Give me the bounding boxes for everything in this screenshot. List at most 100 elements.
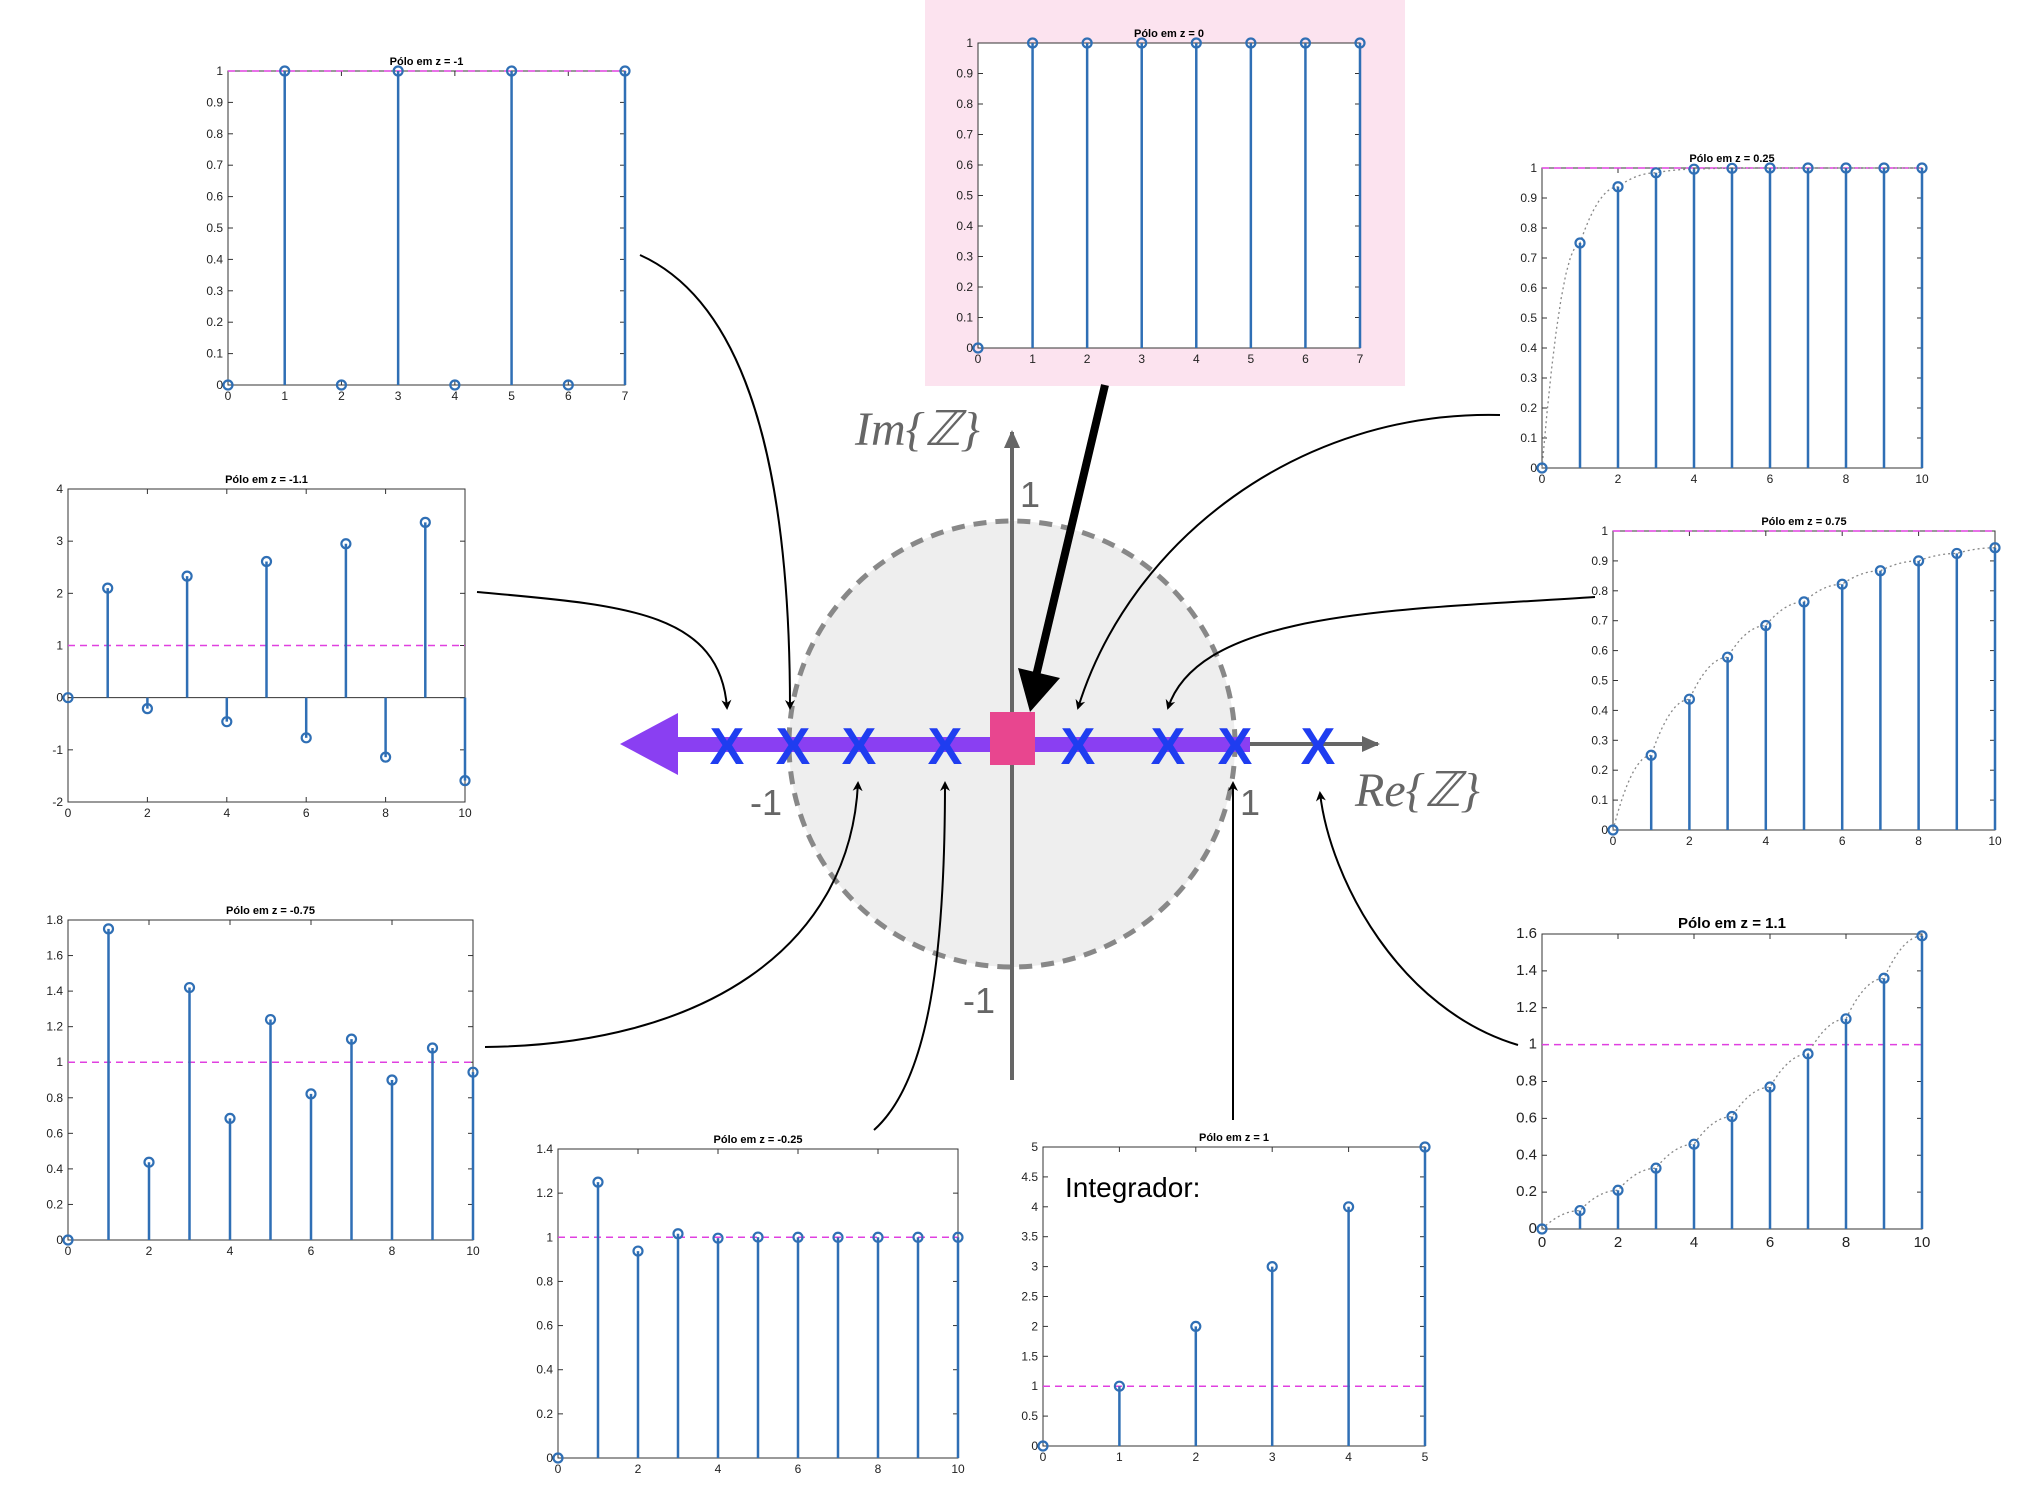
y-tick-label: 1	[546, 1230, 553, 1244]
x-tick-label: 4	[227, 1244, 234, 1258]
y-tick-label: 0.4	[1520, 341, 1537, 355]
y-tick-label: 0.3	[1520, 371, 1537, 385]
y-tick-label: 0.2	[206, 315, 223, 329]
y-tick-label: 0	[1529, 1220, 1537, 1237]
plot-area	[227, 70, 626, 386]
x-tick-label: 4	[1691, 472, 1698, 486]
y-tick-label: 1.4	[1516, 962, 1537, 979]
plot-area	[1042, 1146, 1426, 1447]
stem-marker	[792, 1231, 804, 1243]
imag-axis-label: Im{ℤ}	[854, 403, 980, 456]
stem-marker	[426, 1042, 439, 1054]
stem-marker	[832, 1231, 844, 1243]
chart-title: Pólo em z = -0.75	[226, 905, 315, 917]
stem-marker	[1878, 162, 1890, 174]
pole-zero-diagram: X X X X X X X X Im{ℤ} Re{ℤ} 1 -1 -1 1	[620, 403, 1480, 1080]
y-tick-label: 0.4	[1516, 1146, 1537, 1163]
stem-marker	[1266, 1260, 1278, 1273]
stem-marker	[619, 65, 631, 77]
chart-annotation: Integrador:	[1065, 1172, 1200, 1203]
x-tick-label: 5	[1248, 352, 1255, 366]
x-tick-label: 8	[1915, 834, 1922, 848]
y-tick-label: 0	[56, 1233, 63, 1247]
y-tick-label: 0.4	[956, 219, 973, 233]
y-tick-label: 0.1	[956, 311, 973, 325]
stem-marker	[181, 570, 193, 582]
x-tick-label: 3	[1269, 1450, 1276, 1464]
stem-marker	[1650, 167, 1662, 179]
chart-title: Pólo em z = 1.1	[1678, 915, 1786, 932]
connector-arrow	[1315, 791, 1519, 1046]
stem-marker	[1245, 37, 1257, 49]
y-tick-label: 0.2	[1591, 763, 1608, 777]
connector-arrow	[873, 781, 950, 1131]
x-tick-label: 4	[1690, 1234, 1698, 1251]
x-tick-label: 6	[308, 1244, 315, 1258]
y-tick-label: 3	[1031, 1260, 1038, 1274]
envelope-curve	[1541, 167, 1922, 469]
chart-title: Pólo em z = -1	[390, 56, 464, 68]
x-tick-label: 0	[65, 1244, 72, 1258]
x-tick-label: 2	[1615, 472, 1622, 486]
y-tick-label: 0.2	[1516, 1183, 1537, 1200]
chart-title: Pólo em z = -0.25	[714, 1134, 803, 1146]
stem-marker	[1299, 37, 1312, 49]
stem-marker	[305, 1088, 317, 1100]
x-tick-label: 6	[1302, 352, 1309, 366]
y-tick-label: 1	[1530, 161, 1537, 175]
stem-marker	[912, 1231, 924, 1243]
y-tick-label: 1.2	[1516, 999, 1537, 1016]
pole-marker: X	[1218, 718, 1253, 776]
stem-marker	[952, 1231, 964, 1243]
stem-marker	[1802, 1048, 1814, 1060]
chart-title: Pólo em z = 0	[1134, 28, 1204, 40]
connector-arrow	[1075, 413, 1501, 710]
y-tick-label: 0.6	[1591, 644, 1608, 658]
x-tick-label: 2	[146, 1244, 153, 1258]
stem-marker	[1190, 1320, 1202, 1333]
stem-marker	[345, 1033, 358, 1045]
stem-marker	[1536, 462, 1548, 474]
connector-arrows	[476, 254, 1596, 1131]
y-tick-label: 0.8	[1516, 1073, 1537, 1090]
y-tick-label: 0.7	[956, 128, 973, 142]
x-tick-label: 0	[1538, 1234, 1546, 1251]
y-tick-label: 0.9	[1591, 554, 1608, 568]
x-tick-label: 1	[1029, 352, 1036, 366]
y-tick-label: 0	[56, 691, 63, 705]
x-tick-label: 8	[389, 1244, 396, 1258]
x-tick-label: 6	[795, 1462, 802, 1476]
y-tick-label: 1.6	[46, 949, 63, 963]
y-tick-label: 1.2	[536, 1186, 553, 1200]
pole-marker: X	[776, 718, 811, 776]
stem-marker	[1989, 542, 2001, 554]
y-tick-label: 4	[56, 482, 63, 496]
x-tick-label: 10	[951, 1462, 965, 1476]
chart-title: Pólo em z = 0.75	[1761, 516, 1846, 528]
pole-marker: X	[1151, 718, 1186, 776]
x-tick-label: 8	[1843, 472, 1850, 486]
y-tick-label: 3	[56, 534, 63, 548]
stem-marker	[264, 1013, 277, 1026]
stem-marker	[1645, 749, 1657, 761]
stem-marker	[1878, 972, 1890, 984]
stable-region-arrow-shaft	[670, 737, 1250, 752]
stem-marker	[1840, 162, 1852, 174]
x-tick-label: 10	[1915, 472, 1929, 486]
x-tick-label: 6	[565, 389, 572, 403]
y-tick-label: 0.3	[1591, 733, 1608, 747]
chart-pole-075: 00.10.20.30.40.50.60.70.80.910 2 4 6 8 10Pólo…	[1591, 516, 2002, 848]
stem-marker	[300, 732, 312, 744]
y-tick-label: 0.9	[1520, 191, 1537, 205]
stem-marker	[62, 692, 74, 704]
pole-marker: X	[710, 718, 745, 776]
stem-marker	[224, 1112, 236, 1125]
x-tick-label: 8	[382, 806, 389, 820]
stem-marker	[380, 751, 392, 763]
connector-arrow	[1165, 596, 1596, 710]
x-tick-label: 4	[223, 806, 230, 820]
stem-marker	[672, 1228, 684, 1240]
x-tick-label: 4	[1193, 352, 1200, 366]
stem-marker	[221, 716, 233, 728]
